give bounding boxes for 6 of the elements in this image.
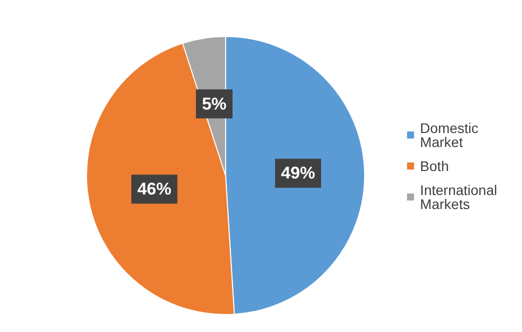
legend-label: Both	[420, 158, 449, 174]
legend-label: Domestic Market	[420, 120, 482, 150]
data-label: 5%	[202, 94, 227, 114]
data-label: 49%	[281, 164, 316, 183]
legend-label: International Markets	[420, 182, 502, 212]
data-label: 46%	[137, 180, 172, 199]
